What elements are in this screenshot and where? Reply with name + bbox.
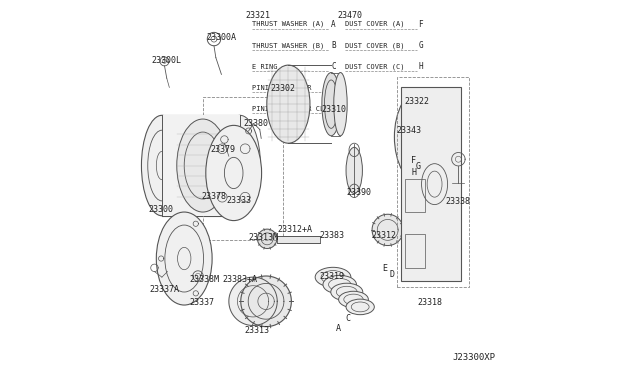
Text: 23313: 23313: [245, 326, 270, 335]
Text: G: G: [419, 41, 423, 50]
Text: PINION STOPPER: PINION STOPPER: [252, 85, 312, 91]
Text: 23300: 23300: [149, 205, 174, 214]
Text: 23313M: 23313M: [248, 233, 278, 242]
Text: H: H: [419, 62, 423, 71]
Text: 23321: 23321: [246, 11, 271, 20]
Text: 23383+A: 23383+A: [223, 275, 257, 284]
Text: 23338M: 23338M: [189, 275, 219, 284]
Text: E: E: [383, 264, 387, 273]
Ellipse shape: [315, 267, 351, 287]
Text: J23300XP: J23300XP: [452, 353, 495, 362]
Text: 23319: 23319: [319, 272, 344, 280]
Bar: [405, 179, 425, 212]
Text: G: G: [416, 162, 421, 171]
Text: 23322: 23322: [405, 97, 430, 106]
Text: 23338: 23338: [445, 197, 471, 206]
Text: 23378: 23378: [201, 192, 226, 201]
Text: 23312: 23312: [371, 231, 396, 240]
Text: A: A: [335, 324, 340, 333]
Text: PINION STOPPER CLIP: PINION STOPPER CLIP: [252, 106, 333, 112]
Ellipse shape: [267, 65, 310, 143]
Ellipse shape: [331, 283, 363, 301]
Polygon shape: [229, 277, 277, 326]
Polygon shape: [257, 229, 277, 248]
Ellipse shape: [322, 73, 340, 136]
Text: H: H: [411, 168, 416, 177]
Text: E RING: E RING: [252, 64, 278, 70]
Text: DUST COVER (A): DUST COVER (A): [344, 21, 404, 28]
Ellipse shape: [334, 73, 347, 136]
Text: 23312+A: 23312+A: [277, 225, 312, 234]
Text: 23383: 23383: [319, 231, 344, 240]
Text: 23337: 23337: [189, 298, 214, 307]
Text: THRUST WASHER (B): THRUST WASHER (B): [252, 42, 324, 49]
Text: 23302: 23302: [271, 84, 296, 93]
Ellipse shape: [141, 115, 182, 216]
Ellipse shape: [220, 115, 260, 216]
Text: THRUST WASHER (A): THRUST WASHER (A): [252, 21, 324, 28]
Text: 23333: 23333: [227, 196, 252, 205]
Ellipse shape: [339, 291, 369, 308]
Text: D: D: [331, 83, 336, 92]
Ellipse shape: [346, 299, 374, 315]
Ellipse shape: [177, 119, 229, 212]
Text: 23390: 23390: [347, 188, 372, 197]
Text: 23300A: 23300A: [207, 33, 237, 42]
Text: 23310: 23310: [322, 105, 347, 114]
Bar: [203, 97, 283, 240]
Bar: [397, 77, 468, 287]
Ellipse shape: [323, 275, 356, 294]
Polygon shape: [372, 214, 403, 246]
Text: 23379: 23379: [211, 145, 236, 154]
Text: 23470: 23470: [338, 11, 363, 20]
Bar: [405, 234, 425, 268]
Bar: [401, 87, 461, 281]
Ellipse shape: [346, 147, 362, 193]
Text: DUST COVER (B): DUST COVER (B): [344, 42, 404, 49]
Text: F: F: [419, 20, 423, 29]
Text: F: F: [411, 156, 416, 165]
Polygon shape: [241, 276, 291, 327]
Bar: [162, 115, 240, 216]
Text: 23300L: 23300L: [152, 56, 182, 65]
Text: 23318: 23318: [417, 298, 442, 307]
Text: 23380: 23380: [244, 119, 269, 128]
Text: D: D: [390, 270, 395, 279]
Ellipse shape: [206, 125, 262, 221]
Ellipse shape: [394, 89, 448, 185]
Ellipse shape: [156, 212, 212, 305]
Text: 23343: 23343: [396, 126, 421, 135]
Text: C: C: [346, 314, 350, 323]
Bar: [277, 236, 319, 243]
Text: 23337A: 23337A: [150, 285, 180, 294]
Text: B: B: [331, 41, 336, 50]
Text: DUST COVER (C): DUST COVER (C): [344, 63, 404, 70]
Text: C: C: [331, 62, 336, 71]
Text: A: A: [331, 20, 336, 29]
Text: E: E: [331, 105, 336, 113]
